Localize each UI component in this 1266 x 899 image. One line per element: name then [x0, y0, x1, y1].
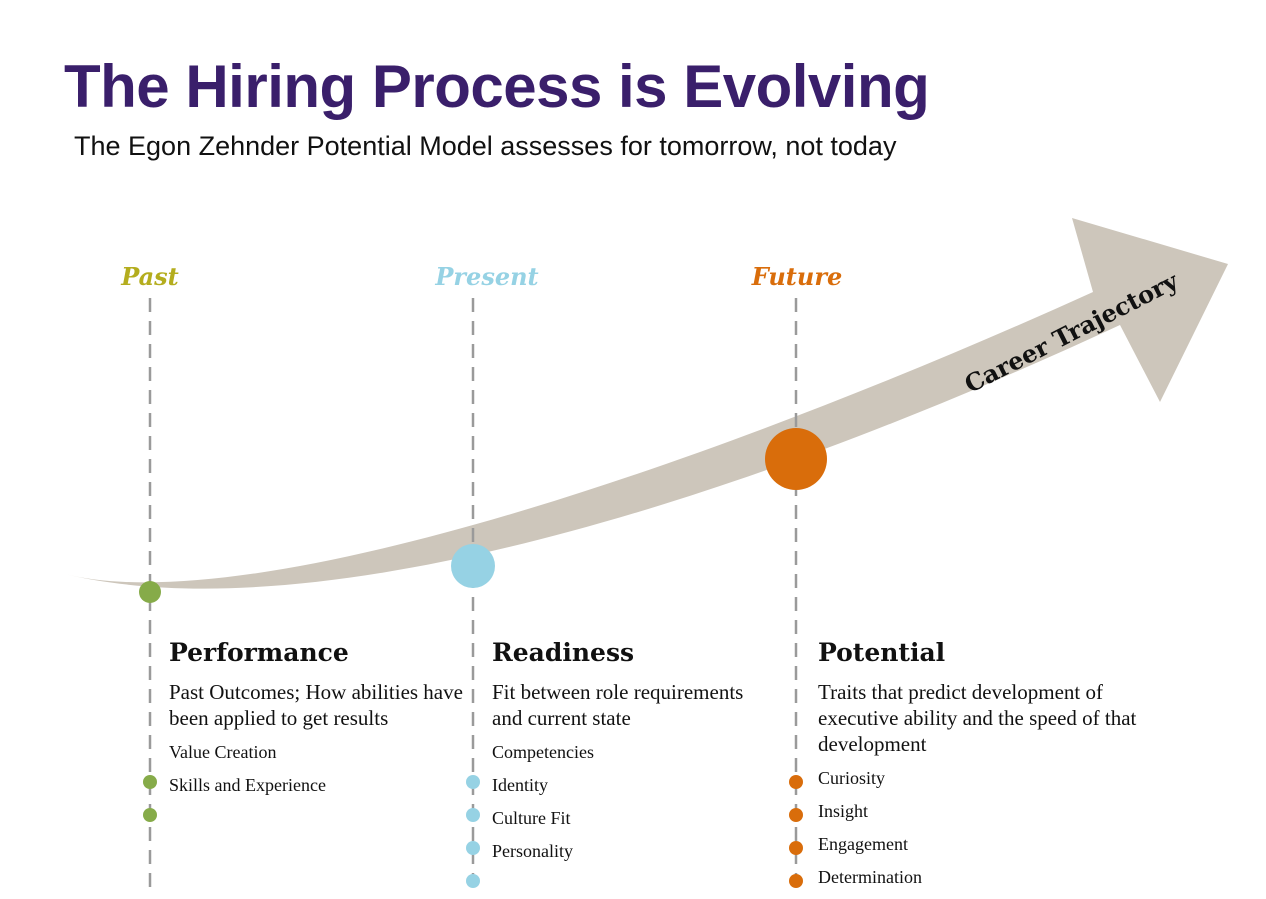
present-bullets — [466, 775, 480, 888]
bullet-dot — [789, 808, 803, 822]
performance-description: Past Outcomes; How abilities have been a… — [169, 680, 463, 730]
bullet-dot — [789, 775, 803, 789]
readiness-list: Competencies Identity Culture Fit Person… — [492, 741, 777, 873]
bullet-dot — [143, 808, 157, 822]
future-bullets — [789, 775, 803, 888]
future-label: Future — [751, 262, 843, 291]
list-item: Culture Fit — [492, 808, 571, 828]
bullet-dot — [466, 874, 480, 888]
bullet-dot — [789, 874, 803, 888]
list-item: Engagement — [818, 834, 908, 854]
bullet-dot — [143, 775, 157, 789]
list-item: Value Creation — [169, 742, 277, 762]
list-item: Skills and Experience — [169, 775, 326, 795]
present-marker — [451, 544, 495, 588]
readiness-column: Readiness Fit between role requirements … — [492, 638, 777, 873]
list-item: Competencies — [492, 742, 594, 762]
bullet-dot — [466, 841, 480, 855]
readiness-description: Fit between role requirements and curren… — [492, 680, 744, 730]
list-item: Curiosity — [818, 768, 886, 788]
list-item: Personality — [492, 841, 573, 861]
future-marker — [765, 428, 827, 490]
page-title: The Hiring Process is Evolving — [64, 53, 930, 120]
past-bullets — [143, 775, 157, 822]
bullet-dot — [789, 841, 803, 855]
bullet-dot — [466, 775, 480, 789]
page-subtitle: The Egon Zehnder Potential Model assesse… — [74, 131, 897, 161]
potential-description: Traits that predict development of execu… — [818, 680, 1137, 756]
list-item: Determination — [818, 867, 922, 887]
past-label: Past — [121, 262, 179, 291]
past-marker — [139, 581, 161, 603]
performance-heading: Performance — [169, 638, 349, 667]
present-label: Present — [435, 262, 539, 291]
performance-column: Performance Past Outcomes; How abilities… — [169, 638, 464, 807]
bullet-dot — [466, 808, 480, 822]
potential-heading: Potential — [818, 638, 946, 667]
potential-column: Potential Traits that predict developmen… — [818, 638, 1148, 899]
readiness-heading: Readiness — [492, 638, 635, 667]
career-trajectory-arrow — [65, 218, 1228, 589]
potential-list: Curiosity Insight Engagement Determinati… — [818, 767, 1148, 899]
list-item: Identity — [492, 775, 548, 795]
list-item: Insight — [818, 801, 869, 821]
performance-list: Value Creation Skills and Experience — [169, 741, 464, 807]
